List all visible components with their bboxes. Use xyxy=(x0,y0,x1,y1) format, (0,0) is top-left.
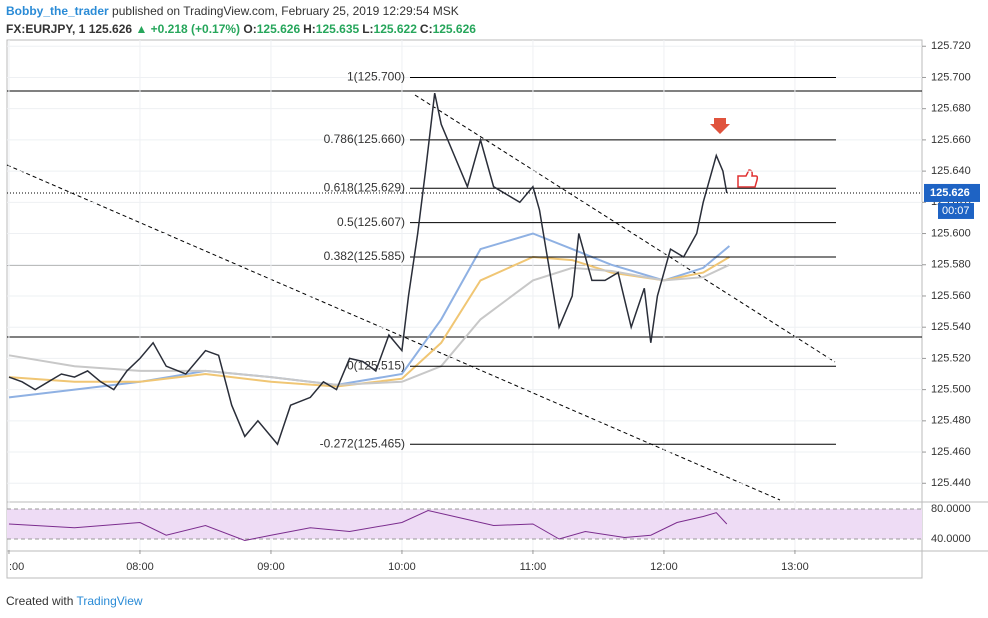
rsi-line xyxy=(8,509,728,542)
ohlc-key: C: xyxy=(419,22,433,36)
y-tick-label: 125.500 xyxy=(931,384,971,396)
x-tick-label: :00 xyxy=(9,561,24,573)
last: 125.626 xyxy=(88,22,133,36)
countdown-tag xyxy=(938,202,974,219)
down-arrow xyxy=(710,118,730,134)
ohlc-key: O: xyxy=(243,22,257,36)
symbol-line: FX:EURJPY, 1 125.626 ▲ +0.218 (+0.17%) O… xyxy=(6,22,479,36)
x-tick-label: 10:00 xyxy=(388,561,416,573)
x-tick-label: 13:00 xyxy=(781,561,809,573)
y-tick-label: 125.600 xyxy=(931,227,971,239)
y-tick-label: 125.540 xyxy=(931,321,971,333)
price-line xyxy=(8,92,728,446)
author[interactable]: Bobby_the_trader xyxy=(6,4,109,18)
moving-average xyxy=(8,232,731,399)
fib-label: 0.5(125.607) xyxy=(337,215,405,229)
y-tick-label: 125.660 xyxy=(931,134,971,146)
y-tick-label: 125.560 xyxy=(931,290,971,302)
published: published on TradingView.com, February 2… xyxy=(112,4,459,18)
fib-label: -0.272(125.465) xyxy=(320,436,405,450)
frame xyxy=(6,39,923,579)
y-tick-label: 125.640 xyxy=(931,165,971,177)
rsi-band xyxy=(7,508,922,539)
ohlc-value: 125.622 xyxy=(373,22,417,36)
header-line: Bobby_the_trader published on TradingVie… xyxy=(6,4,459,18)
x-tick-label: 09:00 xyxy=(257,561,285,573)
x-tick-label: 08:00 xyxy=(126,561,154,573)
price-tag-label: 125.626 xyxy=(930,187,970,199)
y-tick-label: 125.720 xyxy=(931,40,971,52)
ohlc-value: 125.626 xyxy=(432,22,476,36)
thumb-icon xyxy=(737,169,759,188)
x-tick-label: 11:00 xyxy=(520,561,547,573)
ohlc-value: 125.635 xyxy=(315,22,360,36)
y-tick-label: 125.480 xyxy=(931,415,971,427)
ohlc-key: H: xyxy=(303,22,316,36)
y-tick-label: 125.680 xyxy=(931,103,971,115)
fib-label: 0.786(125.660) xyxy=(324,132,405,146)
y-tick-label: 125.440 xyxy=(931,477,971,489)
y-tick-label: 125.460 xyxy=(931,446,971,458)
footer: Created with TradingView xyxy=(6,594,143,608)
fib-label: 1(125.700) xyxy=(347,70,405,84)
rsi-tick-label: 40.0000 xyxy=(931,533,971,545)
ohlc-key: L: xyxy=(362,22,374,36)
chart: 125.440 125.460 125.480 125.500 125.520 125.5… xyxy=(6,39,988,579)
symbol: FX:EURJPY, 1 xyxy=(6,22,86,36)
y-tick-label: 125.520 xyxy=(931,352,971,364)
trend-line xyxy=(414,94,836,363)
change: ▲ +0.218 (+0.17%) xyxy=(135,22,241,36)
countdown-label: 00:07 xyxy=(942,205,970,217)
fib-label: 0.618(125.629) xyxy=(324,180,405,194)
ohlc: O:125.626 H:125.635 L:125.622 C:125.626 xyxy=(243,22,479,36)
price-tag xyxy=(924,183,980,202)
brand[interactable]: TradingView xyxy=(76,594,143,608)
x-tick-label: 12:00 xyxy=(650,561,678,573)
y-tick-label: 125.700 xyxy=(931,71,971,83)
created: Created with xyxy=(6,594,74,608)
fib-label: 0.382(125.585) xyxy=(324,249,405,263)
ohlc-value: 125.626 xyxy=(256,22,301,36)
rsi-tick-label: 80.0000 xyxy=(931,503,971,515)
y-tick-label: 125.580 xyxy=(931,259,971,271)
